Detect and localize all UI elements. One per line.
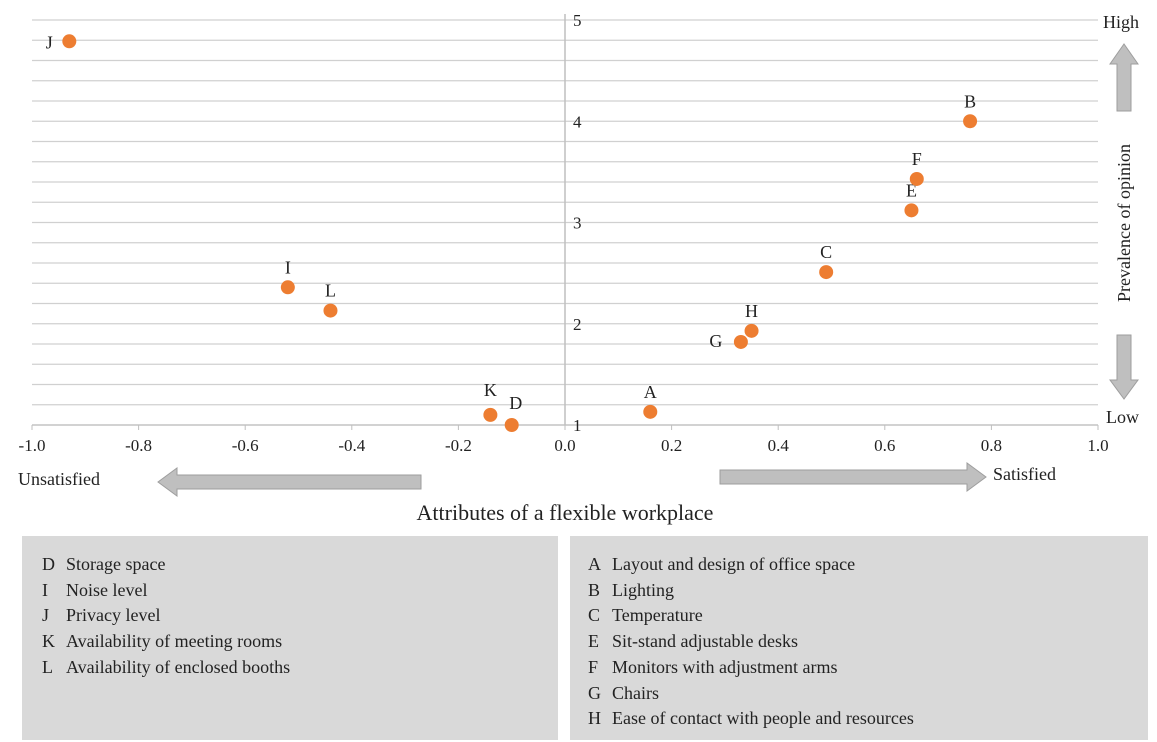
- down-arrow-shape: [1109, 334, 1139, 400]
- x-tick-label: -0.8: [125, 436, 152, 455]
- legend-item-k: K Availability of meeting rooms: [42, 629, 558, 655]
- point-label-c: C: [820, 242, 832, 262]
- legend-code: J: [42, 605, 50, 626]
- point-label-d: D: [509, 393, 522, 413]
- legend-code: L: [42, 656, 53, 677]
- legend-code: G: [588, 682, 601, 703]
- point-label-a: A: [644, 382, 657, 402]
- legend-text: Layout and design of office space: [612, 554, 856, 574]
- legend-code: B: [588, 579, 601, 600]
- legend-item-d: D Storage space: [42, 552, 558, 578]
- data-point-d: [504, 418, 519, 432]
- legend-text: Availability of meeting rooms: [66, 631, 283, 652]
- legend-item-a: A Layout and design of office space: [588, 552, 1148, 578]
- legend-item-c: C Temperature: [588, 603, 1148, 629]
- data-point-b: [963, 114, 978, 129]
- legend-unsatisfied: D Storage space I Noise level J Privacy level…: [22, 536, 558, 740]
- legend-code: K: [42, 631, 55, 652]
- point-label-k: K: [484, 380, 497, 400]
- legend-item-f: F Monitors with adjustment arms: [588, 655, 1148, 681]
- legend-code: A: [588, 554, 601, 574]
- legend-code: E: [588, 631, 599, 652]
- legend-text: Monitors with adjustment arms: [612, 656, 838, 677]
- x-tick-label: -1.0: [19, 436, 46, 455]
- legend-text: Storage space: [66, 554, 166, 574]
- up-arrow-shape: [1109, 43, 1139, 112]
- legend-text: Lighting: [612, 579, 674, 600]
- data-point-a: [643, 404, 658, 419]
- y-tick-label: 1: [573, 416, 582, 435]
- x-tick-label: 0.8: [981, 436, 1002, 455]
- left-arrow-shape: [157, 467, 422, 497]
- data-point-i: [280, 280, 295, 295]
- legend-text: Ease of contact with people and resource…: [612, 708, 914, 729]
- data-point-k: [483, 407, 498, 422]
- point-label-i: I: [285, 257, 291, 277]
- y-tick-label: 2: [573, 315, 582, 334]
- data-point-e: [904, 203, 919, 218]
- right-arrow-shape: [719, 462, 987, 492]
- axes: -1.0 -0.8 -0.6 -0.4 -0.2 0.0 0.2 0.4 0.6 0.8 1.0 1 2…: [19, 11, 1109, 455]
- legend-text: Sit-stand adjustable desks: [612, 631, 798, 652]
- legend-text: Temperature: [612, 605, 703, 626]
- scatter-chart: -1.0 -0.8 -0.6 -0.4 -0.2 0.0 0.2 0.4 0.6 0.8 1.0 1 2…: [18, 11, 1139, 525]
- legend-code: H: [588, 708, 601, 729]
- low-label: Low: [1106, 407, 1139, 427]
- y-tick-label: 4: [573, 112, 582, 131]
- x-tick-label: 0.6: [874, 436, 895, 455]
- data-points: A B C D EF G H I J K L: [46, 32, 978, 432]
- legend-code: D: [42, 554, 55, 574]
- legend-text: Availability of enclosed booths: [66, 656, 291, 677]
- high-label: High: [1103, 12, 1139, 32]
- legend-satisfied: A Layout and design of office space B Light…: [570, 536, 1148, 740]
- legend-text: Chairs: [612, 682, 659, 703]
- unsatisfied-label: Unsatisfied: [18, 469, 100, 489]
- legend-item-l: L Availability of enclosed booths: [42, 655, 558, 681]
- point-label-l: L: [325, 281, 336, 301]
- legend-item-h: H Ease of contact with people and resourc…: [588, 706, 1148, 732]
- legend-code: C: [588, 605, 601, 626]
- legend-item-i: I Noise level: [42, 578, 558, 604]
- legend-item-g: G Chairs: [588, 681, 1148, 707]
- point-label-e: E: [906, 180, 917, 200]
- data-point-j: [62, 34, 77, 49]
- data-point-l: [323, 303, 338, 318]
- x-tick-label: -0.4: [338, 436, 365, 455]
- legend-item-b: B Lighting: [588, 578, 1148, 604]
- y-axis-title: Prevalence of opinion: [1114, 144, 1134, 302]
- point-label-h: H: [745, 301, 758, 321]
- satisfied-label: Satisfied: [993, 464, 1056, 484]
- y-tick-label: 3: [573, 214, 582, 233]
- point-label-j: J: [46, 32, 53, 52]
- x-tick-label: 0.2: [661, 436, 682, 455]
- data-point-h: [744, 323, 759, 338]
- legend-text: Noise level: [66, 579, 148, 600]
- point-label-f: F: [912, 149, 922, 169]
- legend-code: I: [42, 579, 48, 600]
- x-tick-label: 0.4: [768, 436, 790, 455]
- y-tick-label: 5: [573, 11, 582, 30]
- legend-item-j: J Privacy level: [42, 603, 558, 629]
- arrows: [157, 43, 1139, 497]
- data-point-g: [733, 334, 748, 349]
- x-tick-label: -0.2: [445, 436, 472, 455]
- point-label-g: G: [709, 331, 722, 351]
- x-axis-title: Attributes of a flexible workplace: [417, 500, 714, 525]
- data-point-f: [909, 171, 924, 186]
- data-point-c: [819, 265, 834, 280]
- x-tick-label: -0.6: [232, 436, 259, 455]
- chart-labels: Unsatisfied Satisfied High Low Attribute…: [18, 12, 1139, 525]
- legend-text: Privacy level: [66, 605, 161, 626]
- point-label-b: B: [964, 91, 976, 111]
- legend-item-e: E Sit-stand adjustable desks: [588, 629, 1148, 655]
- x-tick-label: 0.0: [554, 436, 575, 455]
- x-tick-label: 1.0: [1087, 436, 1108, 455]
- legend-code: F: [588, 656, 599, 677]
